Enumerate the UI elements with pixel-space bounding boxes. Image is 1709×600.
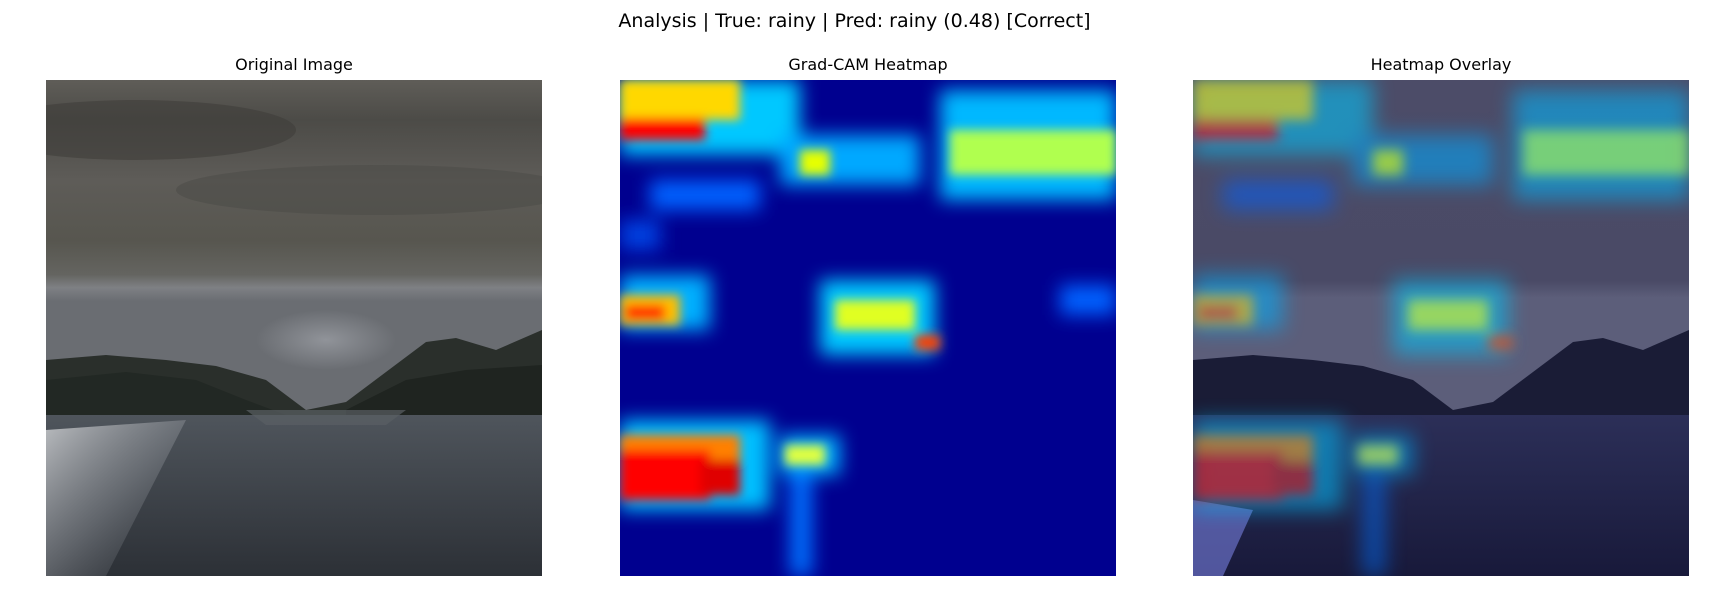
original-image (46, 80, 542, 576)
original-image-panel: Original Image (46, 0, 542, 600)
gradcam-heatmap-panel: Grad-CAM Heatmap (620, 0, 1116, 600)
gradcam-heatmap-image (620, 80, 1116, 576)
heatmap-overlay-image (1193, 80, 1689, 576)
heatmap-overlay-title: Heatmap Overlay (1370, 55, 1512, 74)
original-image-title: Original Image (235, 55, 353, 74)
gradcam-heatmap-title: Grad-CAM Heatmap (788, 55, 948, 74)
heatmap-overlay-panel: Heatmap Overlay (1193, 0, 1689, 600)
figure-title: Analysis | True: rainy | Pred: rainy (0.… (618, 10, 1091, 32)
